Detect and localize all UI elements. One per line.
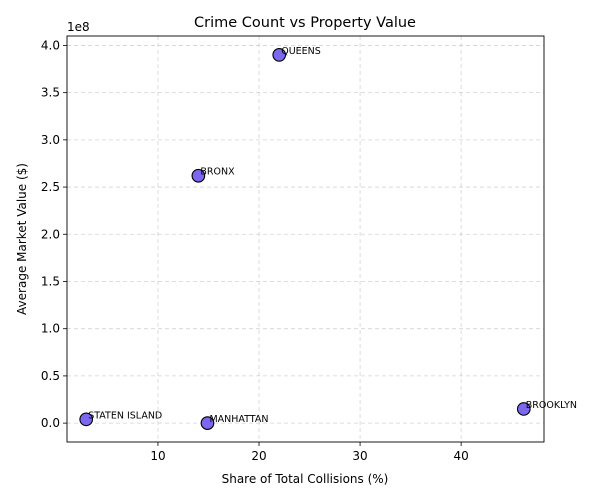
y-tick-label: 3.0 — [41, 133, 60, 147]
x-tick-label: 40 — [453, 449, 468, 463]
x-axis-ticks: 10 20 30 40 — [150, 442, 469, 463]
y-axis-ticks: 0.0 0.5 1.0 1.5 2.0 2.5 3.0 3.5 4.0 — [41, 38, 67, 430]
data-point — [516, 402, 531, 416]
data-point-label: MANHATTAN — [209, 414, 268, 425]
y-tick-label: 1.0 — [41, 322, 60, 336]
x-tick-label: 20 — [251, 449, 266, 463]
y-tick-label: 2.5 — [41, 180, 60, 194]
data-point — [79, 412, 94, 427]
y-tick-label: 3.5 — [41, 86, 60, 100]
y-tick-label: 4.0 — [41, 38, 60, 52]
data-point-label: BROOKLYN — [526, 400, 577, 411]
y-tick-label: 1.5 — [41, 274, 60, 288]
x-tick-label: 30 — [352, 449, 367, 463]
grid-layer — [67, 36, 544, 442]
data-point — [200, 416, 215, 430]
y-tick-label: 0.0 — [41, 416, 60, 430]
y-axis-label: Average Market Value ($) — [15, 163, 29, 315]
y-tick-label: 2.0 — [41, 227, 60, 241]
data-point-label: STATEN ISLAND — [88, 410, 162, 421]
x-axis-label: Share of Total Collisions (%) — [222, 472, 389, 486]
data-point — [191, 168, 206, 183]
y-tick-label: 0.5 — [41, 369, 60, 383]
y-offset-text: 1e8 — [67, 20, 90, 34]
point-labels: QUEENS BRONX BROOKLYN STATEN ISLAND MANHATTA… — [88, 46, 577, 425]
data-point-label: BRONX — [200, 167, 235, 178]
data-point — [272, 48, 287, 62]
data-points — [79, 48, 531, 430]
x-tick-label: 10 — [150, 449, 165, 463]
data-point-label: QUEENS — [281, 46, 321, 57]
plot-frame — [66, 35, 545, 443]
chart-title: Crime Count vs Property Value — [194, 15, 416, 31]
